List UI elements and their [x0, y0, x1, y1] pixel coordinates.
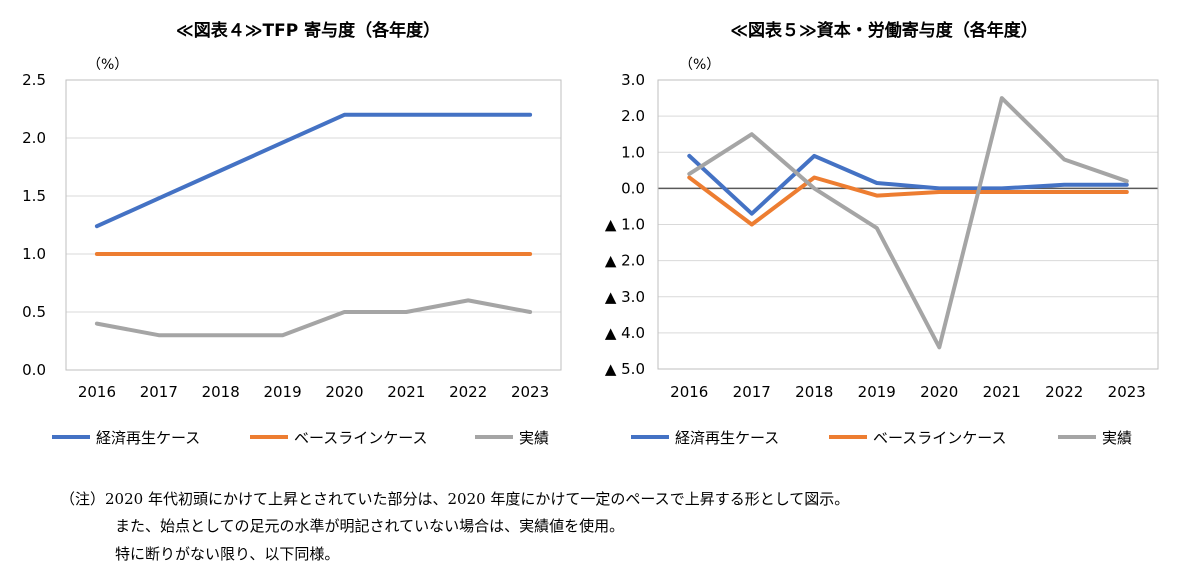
series-line-actual: [94, 298, 533, 338]
x-tick-label: 2017: [733, 383, 771, 401]
chart-capital-labor-series: [687, 96, 1129, 350]
y-tick-label: 2.5: [22, 71, 46, 89]
chart-tfp-gridlines: [66, 137, 561, 313]
y-tick-label: ▲ 5.0: [605, 360, 645, 378]
chart-tfp-title: ≪図表４≫TFP 寄与度（各年度）: [176, 20, 440, 41]
legend-label-keizai: 経済再生ケース: [675, 429, 779, 447]
x-tick-label: 2016: [670, 383, 708, 401]
chart-capital-labor-plot-frame: [657, 79, 1159, 370]
footnote-line-1: （注）2020 年代初頭にかけて上昇とされていた部分は、2020 年度にかけて一…: [60, 490, 850, 508]
y-tick-label: 0.5: [22, 303, 46, 321]
x-tick-label: 2019: [263, 383, 301, 401]
series-line-keizai: [687, 153, 1129, 216]
chart-tfp-legend: 経済再生ケース ベースラインケース 実績: [52, 429, 549, 447]
x-tick-label: 2020: [325, 383, 363, 401]
chart-capital-labor-unit: （%）: [679, 57, 720, 73]
series-line-keizai: [94, 112, 533, 229]
x-tick-label: 2023: [1108, 383, 1146, 401]
legend-label-actual: 実績: [519, 429, 549, 447]
y-tick-label: 1.5: [22, 187, 46, 205]
series-line-actual: [687, 96, 1129, 350]
chart-tfp: ≪図表４≫TFP 寄与度（各年度） （%） 0.0 0.5 1.0 1.5 2.0 2.5…: [22, 20, 562, 447]
footnote-line-2: また、始点としての足元の水準が明記されていない場合は、実績値を使用。: [115, 517, 625, 535]
chart-capital-labor-legend: 経済再生ケース ベースラインケース 実績: [631, 429, 1132, 447]
legend-label-baseline: ベースラインケース: [294, 429, 428, 447]
y-tick-label: 2.0: [22, 129, 46, 147]
y-tick-label: 3.0: [621, 71, 645, 89]
x-tick-label: 2018: [202, 383, 240, 401]
chart-capital-labor-title: ≪図表５≫資本・労働寄与度（各年度）: [730, 20, 1038, 41]
x-tick-label: 2023: [511, 383, 549, 401]
chart-tfp-x-ticks: 2016 2017 2018 2019 2020 2021 2022 2023: [78, 383, 549, 401]
chart-capital-labor-gridlines: [658, 115, 1158, 334]
legend-label-actual: 実績: [1102, 429, 1132, 447]
x-tick-label: 2020: [920, 383, 958, 401]
x-tick-label: 2021: [387, 383, 425, 401]
y-tick-label: 1.0: [621, 143, 645, 161]
chart-capital-labor: ≪図表５≫資本・労働寄与度（各年度） （%） 3.0 2.0 1.0 0.0 ▲ 1.0…: [605, 20, 1159, 447]
chart-tfp-y-ticks: 0.0 0.5 1.0 1.5 2.0 2.5: [22, 71, 46, 379]
legend-label-keizai: 経済再生ケース: [96, 429, 200, 447]
chart-capital-labor-y-ticks: 3.0 2.0 1.0 0.0 ▲ 1.0 ▲ 2.0 ▲ 3.0 ▲ 4.0 ▲ 5.0: [605, 71, 645, 378]
x-tick-label: 2016: [78, 383, 116, 401]
x-tick-label: 2021: [983, 383, 1021, 401]
y-tick-label: 2.0: [621, 107, 645, 125]
y-tick-label: ▲ 3.0: [605, 288, 645, 306]
x-tick-label: 2019: [858, 383, 896, 401]
chart-tfp-plot-frame: [65, 79, 562, 371]
footnote-line-3: 特に断りがない限り、以下同様。: [115, 545, 340, 563]
y-tick-label: 0.0: [621, 179, 645, 197]
chart-tfp-unit: （%）: [87, 57, 128, 73]
y-tick-label: ▲ 1.0: [605, 216, 645, 234]
x-tick-label: 2018: [795, 383, 833, 401]
chart-capital-labor-x-ticks: 2016 2017 2018 2019 2020 2021 2022 2023: [670, 383, 1146, 401]
y-tick-label: 0.0: [22, 361, 46, 379]
y-tick-label: ▲ 2.0: [605, 252, 645, 270]
legend-label-baseline: ベースラインケース: [873, 429, 1007, 447]
series-line-baseline: [687, 175, 1129, 227]
y-tick-label: ▲ 4.0: [605, 324, 645, 342]
x-tick-label: 2017: [140, 383, 178, 401]
chart-tfp-series: [94, 112, 533, 338]
x-tick-label: 2022: [1045, 383, 1083, 401]
x-tick-label: 2022: [449, 383, 487, 401]
y-tick-label: 1.0: [22, 245, 46, 263]
